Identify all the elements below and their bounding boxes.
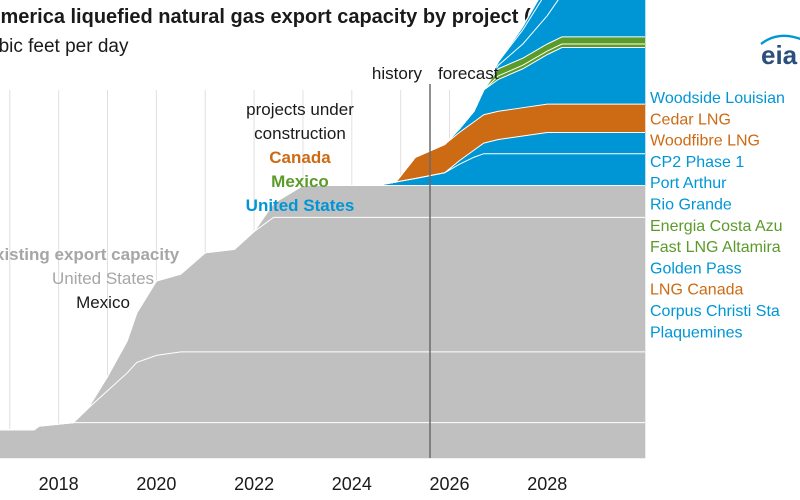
legend-item-rio-grande: Rio Grande [650,197,732,214]
x-tick-label: 2018 [39,474,79,494]
chart-subtitle: ubic feet per day [0,36,129,57]
existing-layer-0 [0,422,646,459]
legend: Woodside Louisian Cedar LNG Woodfibre LNG C… [650,90,785,341]
eia-logo: eia [760,34,800,68]
area-separators [0,0,645,430]
legend-item-plaquemines: Plaquemines [650,324,743,341]
x-axis-ticks: 2018 2020 2022 2024 2026 2028 [39,474,568,494]
x-tick-label: 2020 [136,474,176,494]
existing-layer-1 [0,351,646,430]
existing-capacity-annotation: xisting export capacity United States Me… [0,245,180,312]
x-tick-label: 2022 [234,474,274,494]
legend-item-cp2-phase-1: CP2 Phase 1 [650,154,744,171]
under-construction-heading-2: construction [254,124,346,143]
legend-item-cedar-lng: Cedar LNG [650,111,731,128]
existing-separator [0,185,645,431]
forecast-label: forecast [438,64,499,83]
legend-item-woodside-louisian: Woodside Louisian [650,90,785,107]
legend-item-woodfibre-lng: Woodfibre LNG [650,133,760,150]
under-construction-heading-1: projects under [246,100,354,119]
x-tick-label: 2024 [332,474,372,494]
legend-item-fast-lng-altamira: Fast LNG Altamira [650,239,781,256]
existing-united-states: United States [52,269,154,288]
label-canada: Canada [269,148,331,167]
x-tick-label: 2026 [430,474,470,494]
logo-arc [760,34,800,45]
existing-capacity-areas [0,185,646,459]
legend-item-energia-costa-azu: Energia Costa Azu [650,218,783,235]
history-label: history [372,64,423,83]
project-separator [376,0,539,187]
under-construction-annotation: projects under construction Canada Mexic… [246,100,355,215]
existing-heading: xisting export capacity [0,245,180,264]
chart-title: America liquefied natural gas export cap… [0,6,638,28]
label-united-states: United States [246,196,355,215]
existing-mexico: Mexico [76,293,130,312]
x-tick-label: 2028 [527,474,567,494]
project-areas [376,0,646,186]
legend-item-lng-canada: LNG Canada [650,282,743,299]
logo-text: eia [761,40,798,68]
label-mexico: Mexico [271,172,329,191]
legend-item-golden-pass: Golden Pass [650,260,742,277]
project-separator [376,131,645,187]
legend-item-port-arthur: Port Arthur [650,175,727,192]
legend-item-corpus-christi-sta: Corpus Christi Sta [650,303,780,320]
